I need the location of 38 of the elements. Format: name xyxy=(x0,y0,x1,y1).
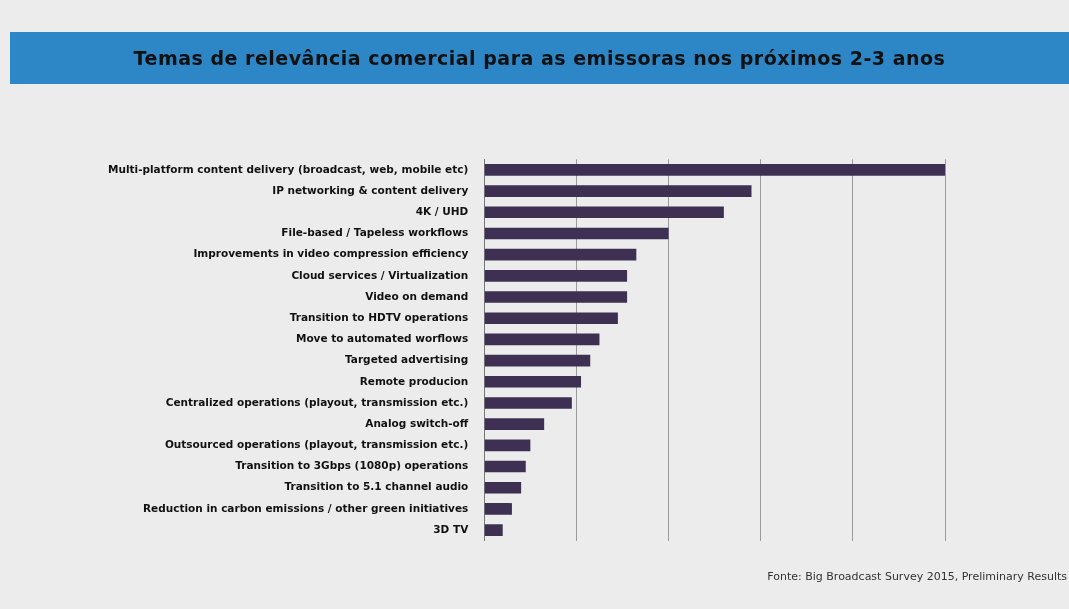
bar xyxy=(484,503,512,515)
chart-title: Temas de relevância comercial para as emissoras nos próximos 2-3 anos xyxy=(10,32,1069,84)
y-tick-label: Remote producion xyxy=(359,374,469,387)
bar xyxy=(484,164,945,176)
y-tick-label: Transition to 5.1 channel audio xyxy=(284,480,469,493)
y-tick-label: Centralized operations (playout, transmission etc.) xyxy=(165,395,469,408)
bar xyxy=(484,460,526,473)
bar xyxy=(484,333,600,346)
bar xyxy=(484,248,637,261)
bar xyxy=(484,375,582,388)
bar xyxy=(484,291,628,303)
y-tick-label: File-based / Tapeless workflows xyxy=(281,226,469,239)
bar xyxy=(484,439,531,452)
y-tick-label: Outsourced operations (playout, transmission etc.) xyxy=(164,438,469,451)
source-note: Fonte: Big Broadcast Survey 2015, Preliminary Results xyxy=(767,570,1067,583)
bar xyxy=(484,397,572,409)
y-tick-label: 3D TV xyxy=(433,522,470,535)
y-tick-label: Transition to HDTV operations xyxy=(289,310,469,323)
bar xyxy=(484,185,752,197)
y-tick-label: Move to automated worflows xyxy=(295,332,469,345)
y-tick-label: Improvements in video compression efficiency xyxy=(193,247,469,260)
bar xyxy=(484,270,628,282)
y-tick-label: IP networking & content delivery xyxy=(272,183,469,196)
bar xyxy=(484,524,503,536)
y-tick-label: Multi-platform content delivery (broadcast, web, mobile etc) xyxy=(108,162,469,175)
y-tick-label: Analog switch-off xyxy=(365,416,469,429)
y-tick-label: Video on demand xyxy=(365,289,469,302)
bar xyxy=(484,354,591,367)
bar xyxy=(484,418,545,430)
y-tick-label: 4K / UHD xyxy=(415,205,469,218)
bar xyxy=(484,312,618,325)
bar xyxy=(484,227,669,240)
y-tick-label: Cloud services / Virtualization xyxy=(291,268,469,281)
y-tick-label: Reduction in carbon emissions / other green initiatives xyxy=(143,501,469,514)
y-tick-label: Transition to 3Gbps (1080p) operations xyxy=(235,459,469,472)
bar xyxy=(484,206,724,219)
y-tick-label: Targeted advertising xyxy=(345,353,469,366)
bar xyxy=(484,481,522,494)
